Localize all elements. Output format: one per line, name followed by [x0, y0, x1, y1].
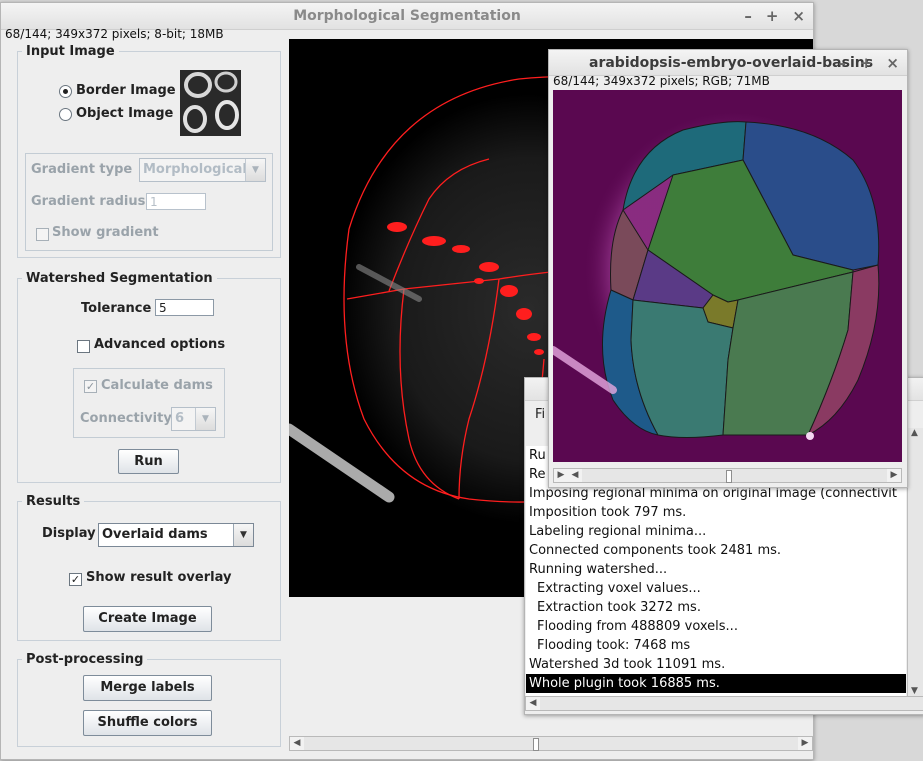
basins-status-text: 68/144; 349x372 pixels; RGB; 71MB	[553, 74, 770, 88]
input-image-legend: Input Image	[22, 44, 119, 59]
close-icon[interactable]: ×	[792, 3, 805, 29]
scroll-right-icon[interactable]: ▶	[798, 737, 812, 750]
post-processing-legend: Post-processing	[22, 652, 147, 667]
main-image-scrollbar[interactable]: ◀ ▶	[289, 736, 813, 751]
connectivity-select[interactable]: 6 ▼	[171, 407, 216, 431]
main-status-text: 68/144; 349x372 pixels; 8-bit; 18MB	[5, 27, 224, 41]
border-image-label[interactable]: Border Image	[76, 83, 176, 98]
scroll-right-icon[interactable]: ▶	[887, 469, 901, 482]
merge-labels-button[interactable]: Merge labels	[83, 675, 212, 701]
connectivity-label: Connectivity	[80, 411, 172, 426]
display-value: Overlaid dams	[102, 527, 208, 542]
tolerance-input[interactable]: 5	[155, 299, 214, 316]
calculate-dams-label[interactable]: Calculate dams	[101, 378, 213, 393]
gradient-type-select[interactable]: Morphological ▼	[139, 158, 266, 182]
run-button[interactable]: Run	[118, 449, 179, 474]
basins-image-window: arabidopsis-embryo-overlaid-basins – + ×…	[548, 49, 908, 488]
chevron-down-icon: ▼	[245, 159, 265, 181]
calculate-dams-checkbox[interactable]: ✓	[84, 380, 97, 393]
log-line[interactable]: Flooding took: 7468 ms	[526, 636, 906, 655]
watershed-legend: Watershed Segmentation	[22, 271, 217, 286]
minimize-icon[interactable]: –	[744, 3, 752, 29]
main-titlebar[interactable]: Morphological Segmentation – + ×	[1, 3, 813, 30]
log-line[interactable]: Connected components took 2481 ms.	[526, 541, 906, 560]
chevron-down-icon: ▼	[195, 408, 215, 430]
scroll-down-icon[interactable]: ▼	[911, 686, 918, 696]
connectivity-value: 6	[175, 411, 184, 426]
show-result-overlay-checkbox[interactable]: ✓	[69, 573, 82, 586]
main-window-title: Morphological Segmentation	[293, 8, 521, 24]
scroll-up-icon[interactable]: ▲	[911, 428, 918, 438]
shuffle-colors-button[interactable]: Shuffle colors	[83, 710, 212, 736]
log-line[interactable]: Watershed 3d took 11091 ms.	[526, 655, 906, 674]
border-image-radio[interactable]	[59, 85, 72, 98]
display-label: Display	[42, 526, 96, 541]
advanced-options-label[interactable]: Advanced options	[94, 337, 225, 352]
maximize-icon[interactable]: +	[766, 3, 779, 29]
show-result-overlay-label[interactable]: Show result overlay	[86, 570, 231, 585]
object-image-thumbnail	[180, 70, 241, 136]
display-select[interactable]: Overlaid dams ▼	[98, 523, 254, 547]
show-gradient-label[interactable]: Show gradient	[52, 225, 159, 240]
log-line[interactable]: Labeling regional minima...	[526, 522, 906, 541]
close-icon[interactable]: ×	[886, 50, 899, 76]
basins-window-title: arabidopsis-embryo-overlaid-basins	[589, 55, 873, 71]
basins-image-canvas[interactable]	[553, 90, 902, 462]
object-image-radio[interactable]	[59, 108, 72, 121]
chevron-down-icon: ▼	[233, 524, 253, 546]
log-line[interactable]: Imposition took 797 ms.	[526, 503, 906, 522]
advanced-options-checkbox[interactable]	[77, 340, 90, 353]
gradient-radius-label: Gradient radius	[31, 194, 145, 209]
gradient-radius-input[interactable]: 1	[146, 193, 206, 210]
scroll-thumb[interactable]	[533, 738, 539, 751]
log-line[interactable]: Extracting voxel values...	[526, 579, 906, 598]
show-gradient-checkbox[interactable]	[36, 228, 49, 241]
minimize-icon[interactable]: –	[838, 50, 846, 76]
scroll-thumb[interactable]	[726, 470, 732, 483]
tolerance-label: Tolerance	[81, 301, 151, 316]
scroll-left-icon[interactable]: ◀	[526, 697, 540, 710]
maximize-icon[interactable]: +	[860, 50, 873, 76]
basins-image-scrollbar[interactable]: ▶ ◀ ▶	[553, 468, 902, 483]
log-line[interactable]: Whole plugin took 16885 ms.	[526, 674, 906, 693]
gradient-type-value: Morphological	[143, 162, 247, 177]
object-image-label[interactable]: Object Image	[76, 106, 173, 121]
log-line[interactable]: Flooding from 488809 voxels...	[526, 617, 906, 636]
play-icon[interactable]: ▶	[554, 469, 568, 482]
log-line[interactable]: Running watershed...	[526, 560, 906, 579]
results-legend: Results	[22, 494, 84, 509]
log-horizontal-scrollbar[interactable]: ◀	[525, 696, 923, 711]
scroll-left-icon[interactable]: ◀	[568, 469, 582, 482]
create-image-button[interactable]: Create Image	[83, 606, 212, 632]
file-menu[interactable]: Fi	[535, 407, 545, 422]
basins-titlebar[interactable]: arabidopsis-embryo-overlaid-basins – + ×	[549, 50, 907, 76]
scroll-left-icon[interactable]: ◀	[290, 737, 304, 750]
gradient-type-label: Gradient type	[31, 162, 132, 177]
log-vertical-scrollbar[interactable]: ▲ ▼	[907, 428, 923, 696]
log-line[interactable]: Extraction took 3272 ms.	[526, 598, 906, 617]
